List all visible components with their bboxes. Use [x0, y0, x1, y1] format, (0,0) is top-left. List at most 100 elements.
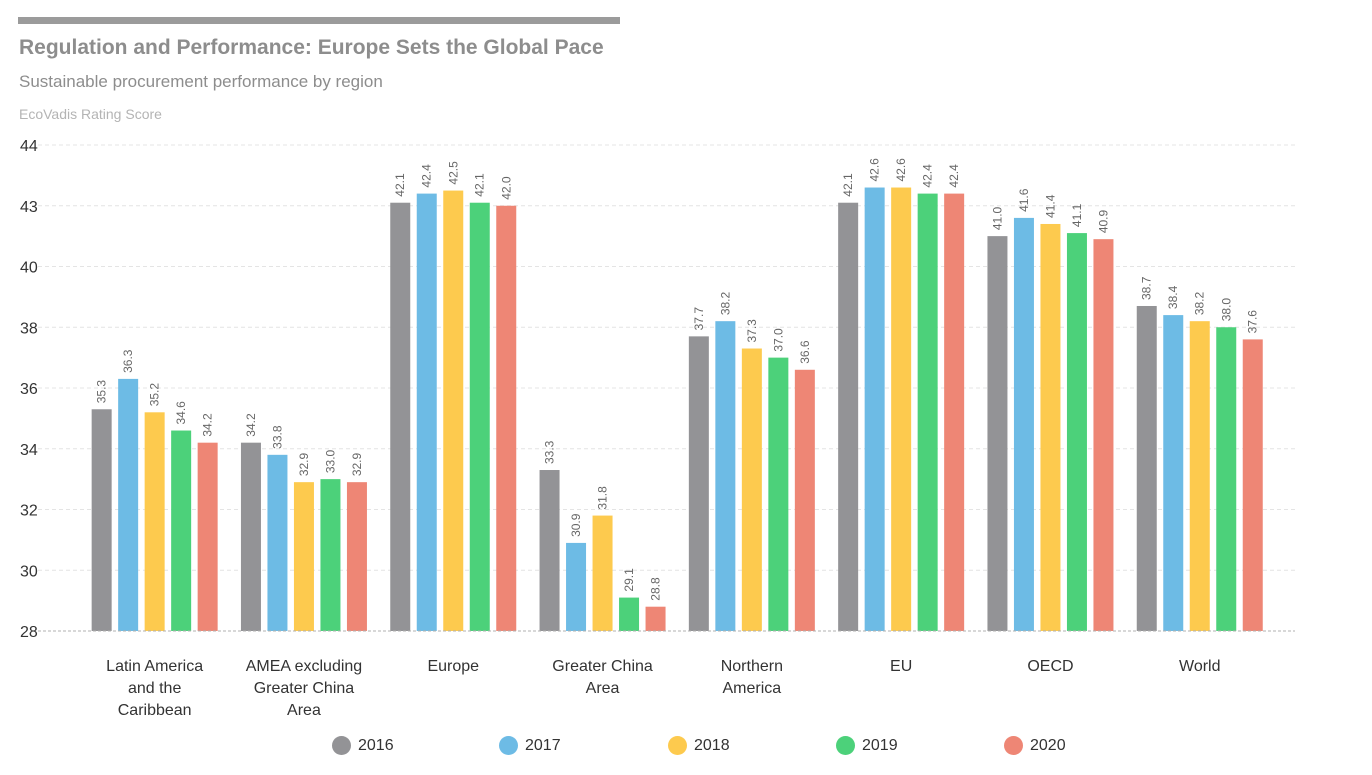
data-label: 38.0	[1219, 298, 1233, 322]
data-label: 34.2	[201, 413, 215, 437]
bar-2019	[768, 357, 789, 631]
legend-item-2019: 2019	[836, 736, 898, 755]
y-tick-label: 38	[20, 320, 38, 337]
legend-item-2020: 2020	[1004, 736, 1066, 755]
data-label: 41.6	[1017, 188, 1031, 212]
data-label: 42.6	[868, 158, 882, 182]
bar-2020	[496, 205, 517, 631]
bar-2016	[240, 442, 261, 631]
bar-2016	[838, 202, 859, 631]
legend-swatch-icon	[836, 736, 855, 755]
data-label: 36.6	[798, 340, 812, 364]
data-label: 31.8	[596, 486, 610, 510]
legend-label: 2020	[1030, 736, 1066, 754]
y-tick-label: 36	[20, 381, 38, 398]
bar-2018	[891, 187, 912, 631]
legend-swatch-icon	[668, 736, 687, 755]
x-category-label: EU	[890, 658, 912, 675]
y-axis-title: EcoVadis Rating Score	[19, 106, 162, 122]
data-label: 29.1	[622, 568, 636, 592]
bar-2019	[1066, 233, 1087, 631]
y-tick-label: 44	[20, 138, 38, 155]
bar-2020	[1242, 339, 1263, 631]
bar-2017	[566, 542, 587, 631]
data-label: 40.9	[1096, 209, 1110, 233]
legend-item-2018: 2018	[668, 736, 730, 755]
data-label: 33.0	[323, 449, 337, 473]
bar-2016	[987, 236, 1008, 631]
bar-2017	[1013, 217, 1034, 631]
bar-2020	[346, 482, 367, 631]
data-label: 38.2	[1193, 291, 1207, 315]
bar-2017	[864, 187, 885, 631]
bar-2017	[715, 321, 736, 631]
top-accent-rule	[18, 17, 620, 24]
legend-item-2016: 2016	[332, 736, 394, 755]
bar-2016	[688, 336, 709, 631]
y-tick-label: 43	[20, 199, 38, 216]
legend-swatch-icon	[499, 736, 518, 755]
x-category-label: OECD	[1027, 658, 1073, 675]
chart-title: Regulation and Performance: Europe Sets …	[19, 36, 604, 59]
y-tick-label: 28	[20, 624, 38, 641]
bar-2019	[1216, 327, 1237, 631]
data-label: 38.7	[1140, 276, 1154, 300]
bar-2018	[1040, 223, 1061, 631]
x-category-label: Northern America	[721, 658, 783, 697]
bar-2017	[267, 454, 288, 631]
bar-2018	[144, 412, 165, 631]
bar-2018	[293, 482, 314, 631]
data-label: 37.7	[692, 307, 706, 331]
bar-2018	[1189, 321, 1210, 631]
bar-2017	[1163, 315, 1184, 631]
bar-2019	[469, 202, 490, 631]
x-category-label: AMEA excluding Greater China Area	[246, 658, 363, 719]
bar-2020	[197, 442, 218, 631]
data-label: 42.5	[446, 161, 460, 185]
bar-2016	[91, 409, 112, 631]
bar-2020	[944, 193, 965, 631]
bar-2018	[741, 348, 762, 631]
data-label: 37.6	[1246, 310, 1260, 334]
data-label: 37.3	[745, 319, 759, 343]
bar-2018	[592, 515, 613, 631]
bar-2018	[443, 190, 464, 631]
data-label: 32.9	[350, 452, 364, 476]
data-label: 42.4	[420, 164, 434, 188]
data-label: 41.0	[990, 206, 1004, 230]
y-tick-label: 40	[20, 260, 38, 277]
bar-2017	[416, 193, 437, 631]
bar-2019	[320, 479, 341, 631]
legend-label: 2019	[862, 736, 898, 754]
bar-2020	[794, 369, 815, 631]
data-label: 35.2	[148, 383, 162, 407]
data-label: 41.1	[1070, 203, 1084, 227]
data-label: 30.9	[569, 513, 583, 537]
data-label: 42.0	[499, 176, 513, 200]
bar-2019	[171, 430, 192, 631]
data-label: 42.1	[473, 173, 487, 197]
data-label: 37.0	[771, 328, 785, 352]
data-label: 41.4	[1043, 194, 1057, 218]
data-label: 34.2	[244, 413, 258, 437]
data-label: 42.1	[841, 173, 855, 197]
bar-2016	[390, 202, 411, 631]
x-category-label: World	[1179, 658, 1221, 675]
bar-2019	[917, 193, 938, 631]
data-label: 42.4	[947, 164, 961, 188]
data-label: 34.6	[174, 401, 188, 425]
bar-2016	[539, 470, 560, 631]
bar-2017	[118, 378, 139, 631]
data-label: 42.6	[894, 158, 908, 182]
legend-label: 2018	[694, 736, 730, 754]
y-tick-label: 32	[20, 503, 38, 520]
bar-2020	[645, 606, 666, 631]
bar-2019	[619, 597, 640, 631]
bar-2016	[1136, 305, 1157, 631]
data-label: 35.3	[95, 380, 109, 404]
data-label: 33.8	[270, 425, 284, 449]
data-label: 38.4	[1166, 285, 1180, 309]
x-category-label: Europe	[427, 658, 479, 675]
bar-2020	[1093, 239, 1114, 631]
y-tick-label: 30	[20, 563, 38, 580]
